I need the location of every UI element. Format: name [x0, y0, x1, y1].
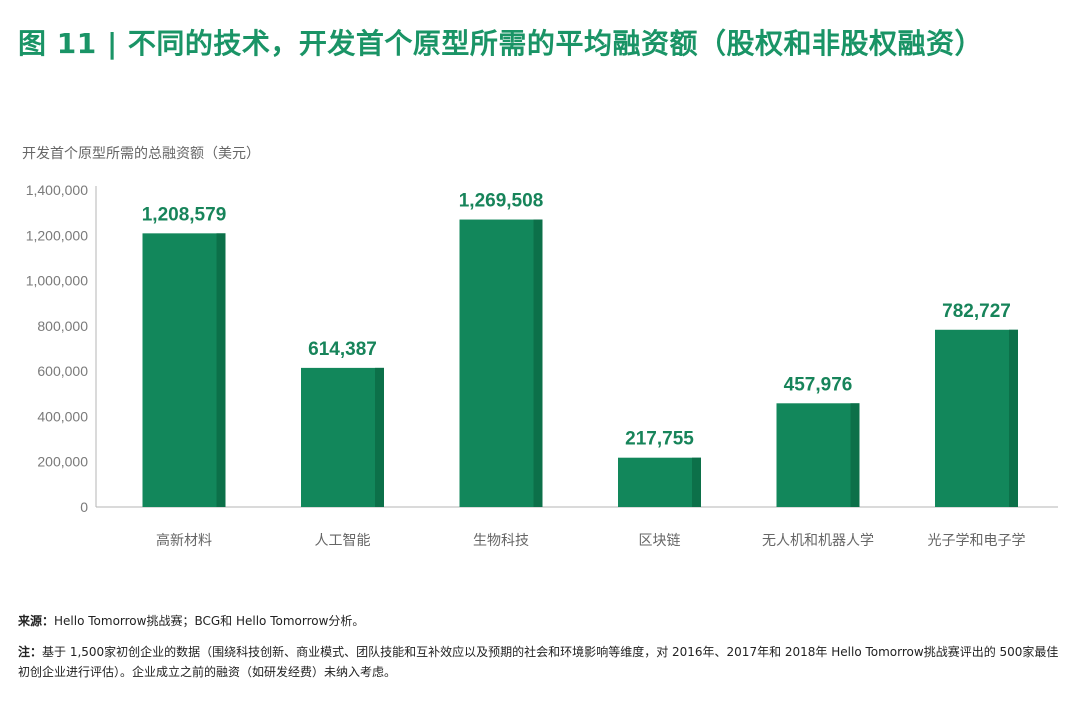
bar-shade	[1009, 329, 1018, 507]
data-label: 457,976	[784, 374, 853, 395]
y-axis-label: 开发首个原型所需的总融资额（美元）	[22, 146, 260, 162]
bar	[618, 457, 701, 507]
bar-shade	[375, 367, 384, 507]
y-tick-label: 1,400,000	[26, 182, 88, 198]
bar	[935, 329, 1018, 507]
x-tick-label: 无人机和机器人学	[762, 533, 874, 549]
bar-shade	[216, 233, 226, 507]
y-tick-label: 400,000	[37, 408, 88, 424]
y-tick-label: 1,000,000	[26, 273, 88, 289]
data-label: 1,269,508	[459, 191, 544, 212]
data-label: 782,727	[942, 301, 1011, 322]
source-note: 来源：Hello Tomorrow挑战赛；BCG和 Hello Tomorrow…	[18, 611, 1066, 631]
y-tick-label: 0	[80, 499, 88, 515]
bar	[142, 233, 226, 507]
x-tick-label: 高新材料	[156, 532, 212, 549]
source-text: Hello Tomorrow挑战赛；BCG和 Hello Tomorrow分析。	[54, 614, 365, 628]
x-tick-label: 区块链	[639, 533, 681, 549]
footnote: 注：基于 1,500家初创企业的数据（围绕科技创新、商业模式、团队技能和互补效应…	[18, 642, 1066, 682]
data-label: 614,387	[308, 339, 377, 360]
x-tick-label: 人工智能	[315, 533, 371, 549]
bar-shade	[692, 457, 701, 507]
source-label: 来源：	[18, 614, 55, 628]
bar-shade	[850, 403, 860, 507]
chart-title: 图 11 | 不同的技术，开发首个原型所需的平均融资额（股权和非股权融资）	[18, 27, 983, 60]
bar	[776, 403, 860, 507]
y-tick-label: 1,200,000	[26, 227, 88, 243]
bar	[459, 219, 543, 507]
data-label: 217,755	[625, 429, 694, 450]
y-tick-label: 200,000	[37, 454, 88, 470]
y-tick-label: 800,000	[37, 318, 88, 334]
bar-shade	[533, 219, 543, 507]
x-tick-label: 光子学和电子学	[928, 533, 1026, 549]
y-tick-label: 600,000	[37, 363, 88, 379]
x-tick-label: 生物科技	[473, 533, 529, 549]
note-label: 注：	[18, 645, 43, 659]
note-text: 基于 1,500家初创企业的数据（围绕科技创新、商业模式、团队技能和互补效应以及…	[18, 645, 1059, 679]
bar	[301, 367, 384, 507]
data-label: 1,208,579	[142, 204, 227, 225]
